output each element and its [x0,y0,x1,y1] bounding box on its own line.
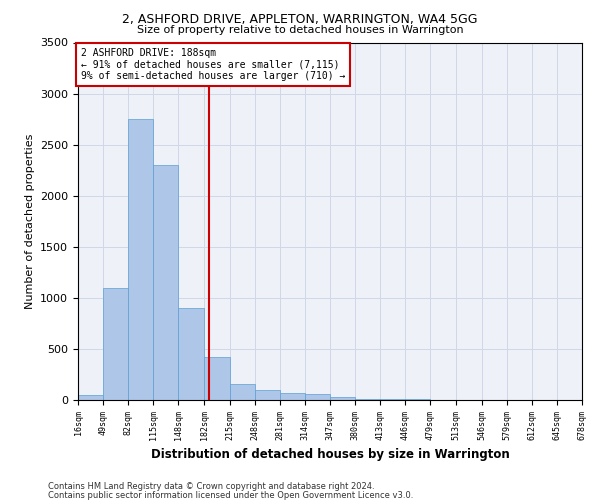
Bar [178,308,203,400]
Bar [128,119,154,400]
Text: Size of property relative to detached houses in Warrington: Size of property relative to detached ho… [137,25,463,35]
Bar [305,394,330,400]
Bar [330,397,355,400]
Text: Contains public sector information licensed under the Open Government Licence v3: Contains public sector information licen… [48,490,413,500]
Bar [154,165,178,400]
Text: Contains HM Land Registry data © Crown copyright and database right 2024.: Contains HM Land Registry data © Crown c… [48,482,374,491]
Bar [355,399,380,400]
Bar [103,288,128,400]
X-axis label: Distribution of detached houses by size in Warrington: Distribution of detached houses by size … [151,448,509,461]
Bar [380,399,406,400]
Bar [78,395,103,400]
Bar [205,357,230,400]
Bar [254,390,280,400]
Text: 2, ASHFORD DRIVE, APPLETON, WARRINGTON, WA4 5GG: 2, ASHFORD DRIVE, APPLETON, WARRINGTON, … [122,12,478,26]
Bar [230,384,254,400]
Y-axis label: Number of detached properties: Number of detached properties [25,134,35,309]
Text: 2 ASHFORD DRIVE: 188sqm
← 91% of detached houses are smaller (7,115)
9% of semi-: 2 ASHFORD DRIVE: 188sqm ← 91% of detache… [80,48,345,81]
Bar [280,393,305,400]
